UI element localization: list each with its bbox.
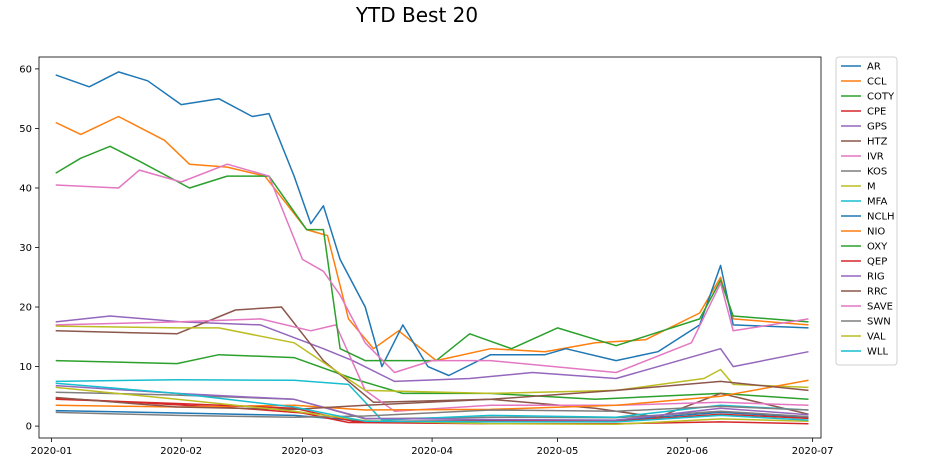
y-tick-label: 50 (19, 124, 32, 135)
legend-label-rrc: RRC (867, 287, 887, 298)
legend-label-nclh: NCLH (867, 212, 895, 223)
series-line-htz (55, 306, 809, 418)
plot-frame (38, 56, 822, 439)
series-line-save (55, 163, 809, 374)
series-line-oxy (55, 145, 809, 362)
legend-label-cpe: CPE (867, 107, 886, 118)
x-tick-label: 2020-01 (31, 446, 73, 457)
legend-box (835, 56, 898, 366)
series-line-cpe (55, 397, 809, 425)
y-tick-label: 60 (19, 64, 32, 75)
legend-label-gps: GPS (867, 122, 887, 133)
legend-label-mfa: MFA (867, 197, 887, 208)
legend-label-coty: COTY (867, 92, 895, 103)
y-tick-label: 10 (19, 362, 32, 373)
series-line-m (55, 325, 809, 395)
legend-label-rig: RIG (867, 272, 885, 283)
legend: AR CCL COTY CPE GPS HTZ IVR KOS M MFA NCLH NIO OXY QE… (835, 56, 898, 366)
legend-label-wll: WLL (867, 347, 888, 358)
legend-label-val: VAL (867, 332, 886, 343)
series-line-ccl (55, 115, 809, 362)
y-tick-label: 40 (19, 183, 32, 194)
y-tick-label: 20 (19, 303, 32, 314)
legend-label-kos: KOS (867, 167, 887, 178)
x-tick-label: 2020-05 (537, 446, 579, 457)
series-line-wll (55, 382, 809, 423)
series-line-mfa (55, 378, 809, 421)
x-tick-label: 2020-02 (160, 446, 202, 457)
legend-label-m: M (867, 182, 876, 193)
legend-label-htz: HTZ (867, 137, 888, 148)
x-tick-label: 2020-04 (411, 446, 453, 457)
legend-label-save: SAVE (867, 302, 893, 313)
x-tick-label: 2020-06 (666, 446, 708, 457)
legend-label-qep: QEP (867, 257, 887, 268)
plot-area: 0 10 20 30 40 50 60 2020-01 2020-02 2020-03 2020-0… (19, 56, 834, 457)
legend-label-ccl: CCL (867, 77, 887, 88)
legend-label-ivr: IVR (867, 152, 884, 163)
series-line-rrc (55, 380, 809, 411)
series-line-swn (55, 405, 809, 418)
series-line-nclh (55, 71, 809, 377)
series-line-gps (55, 315, 809, 383)
legend-label-ar: AR (867, 62, 881, 73)
series-line-coty (55, 353, 809, 401)
chart-title: YTD Best 20 (355, 3, 478, 27)
series-line-rig (55, 384, 809, 421)
legend-label-oxy: OXY (867, 242, 888, 253)
x-tick-label: 2020-07 (792, 446, 834, 457)
legend-label-nio: NIO (867, 227, 885, 238)
y-tick-label: 0 (26, 422, 32, 433)
y-tick-label: 30 (19, 243, 32, 254)
legend-label-swn: SWN (867, 317, 891, 328)
x-tick-label: 2020-03 (282, 446, 324, 457)
